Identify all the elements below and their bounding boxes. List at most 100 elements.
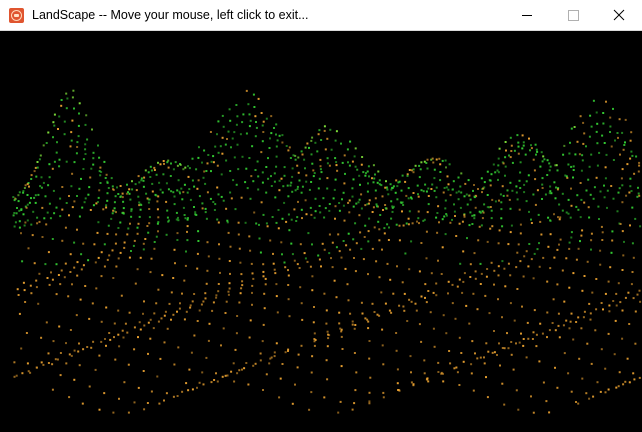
landscape-dot xyxy=(269,239,272,242)
landscape-dot xyxy=(605,153,608,156)
landscape-dot xyxy=(330,148,333,151)
landscape-dot xyxy=(546,174,549,176)
landscape-dot xyxy=(396,185,399,188)
landscape-dot xyxy=(586,342,589,345)
landscape-dot xyxy=(546,280,549,283)
landscape-dot xyxy=(116,186,118,189)
landscape-dot xyxy=(387,239,390,241)
landscape-dot xyxy=(629,177,632,180)
landscape-dot xyxy=(323,216,326,219)
landscape-dot xyxy=(346,148,349,151)
landscape-dot xyxy=(172,191,175,194)
landscape-app-icon[interactable] xyxy=(9,8,24,23)
landscape-dot xyxy=(600,348,603,351)
landscape-dot xyxy=(115,211,117,214)
landscape-dot xyxy=(159,163,162,166)
title-bar[interactable]: LandScape -- Move your mouse, left click… xyxy=(0,0,642,31)
landscape-dot xyxy=(435,294,438,297)
landscape-dot xyxy=(313,332,316,335)
landscape-dot xyxy=(581,154,584,157)
landscape-dot xyxy=(172,168,175,171)
landscape-dot xyxy=(576,194,579,197)
landscape-dot xyxy=(517,145,520,148)
landscape-dot xyxy=(328,233,331,236)
landscape-dot xyxy=(493,330,495,332)
landscape-dot xyxy=(318,205,321,207)
landscape-dot xyxy=(375,203,378,206)
landscape-dot xyxy=(588,216,591,219)
landscape-dot xyxy=(68,195,70,197)
landscape-dot xyxy=(407,217,410,220)
landscape-dot xyxy=(486,206,489,209)
landscape-dot xyxy=(228,287,231,290)
landscape-dot xyxy=(420,242,423,244)
landscape-dot xyxy=(153,169,156,171)
landscape-dot xyxy=(535,345,538,348)
landscape-dot xyxy=(321,242,324,245)
landscape-dot xyxy=(91,128,93,131)
landscape-dot xyxy=(452,180,455,183)
landscape-dot xyxy=(104,177,107,179)
landscape-dot xyxy=(269,357,272,360)
landscape-dot xyxy=(536,150,539,153)
landscape-dot xyxy=(22,281,25,284)
landscape-dot xyxy=(99,166,102,169)
close-button[interactable] xyxy=(596,0,642,30)
landscape-dot xyxy=(462,250,465,253)
landscape-dot xyxy=(253,211,256,214)
landscape-dot xyxy=(317,187,320,190)
landscape-dot xyxy=(622,383,625,386)
landscape-dot xyxy=(585,189,588,192)
landscape-dot xyxy=(575,401,577,403)
landscape-dot xyxy=(417,195,420,198)
landscape-dot xyxy=(245,167,248,170)
landscape-dot xyxy=(37,193,40,196)
landscape-dot xyxy=(58,158,61,161)
minimize-button[interactable] xyxy=(504,0,550,30)
landscape-dot xyxy=(401,201,404,204)
landscape-dot xyxy=(383,227,386,230)
landscape-dot xyxy=(412,192,415,194)
landscape-dot xyxy=(34,201,37,204)
landscape-dot xyxy=(162,160,165,162)
landscape-dot xyxy=(369,376,372,379)
landscape-dot xyxy=(281,217,284,220)
landscape-dot xyxy=(580,169,583,172)
landscape-dot xyxy=(225,159,228,162)
landscape-dot xyxy=(509,231,512,234)
landscape-dot xyxy=(595,278,598,280)
landscape-dot xyxy=(470,363,473,366)
landscape-dot xyxy=(14,221,17,224)
landscape-dot xyxy=(112,411,115,414)
landscape-dot xyxy=(572,176,574,179)
landscape-dot xyxy=(166,209,169,212)
landscape-dot xyxy=(395,332,398,334)
landscape-dot xyxy=(173,363,176,366)
landscape-dot xyxy=(127,227,130,230)
landscape-dot xyxy=(402,224,405,227)
landscape-dot xyxy=(278,134,281,137)
landscape-dot xyxy=(326,177,329,180)
landscape-canvas[interactable] xyxy=(0,31,642,432)
landscape-dot xyxy=(167,188,170,191)
landscape-dot xyxy=(155,302,158,305)
landscape-dot xyxy=(623,144,626,146)
landscape-dot xyxy=(56,358,59,361)
landscape-dot xyxy=(441,159,444,162)
landscape-dot xyxy=(557,216,559,219)
landscape-dot xyxy=(405,194,408,197)
landscape-dot xyxy=(497,171,500,174)
landscape-dot xyxy=(270,185,273,187)
landscape-dot xyxy=(167,220,170,223)
landscape-dot xyxy=(407,197,410,200)
landscape-dot xyxy=(457,190,460,193)
landscape-dot xyxy=(592,197,595,200)
landscape-dot xyxy=(111,249,114,252)
landscape-dot xyxy=(372,164,375,167)
landscape-dot xyxy=(364,204,367,207)
landscape-dot xyxy=(48,202,51,205)
landscape-dot xyxy=(589,318,592,321)
landscape-dot xyxy=(98,156,101,159)
landscape-dot xyxy=(453,210,456,213)
landscape-dot xyxy=(309,206,312,209)
